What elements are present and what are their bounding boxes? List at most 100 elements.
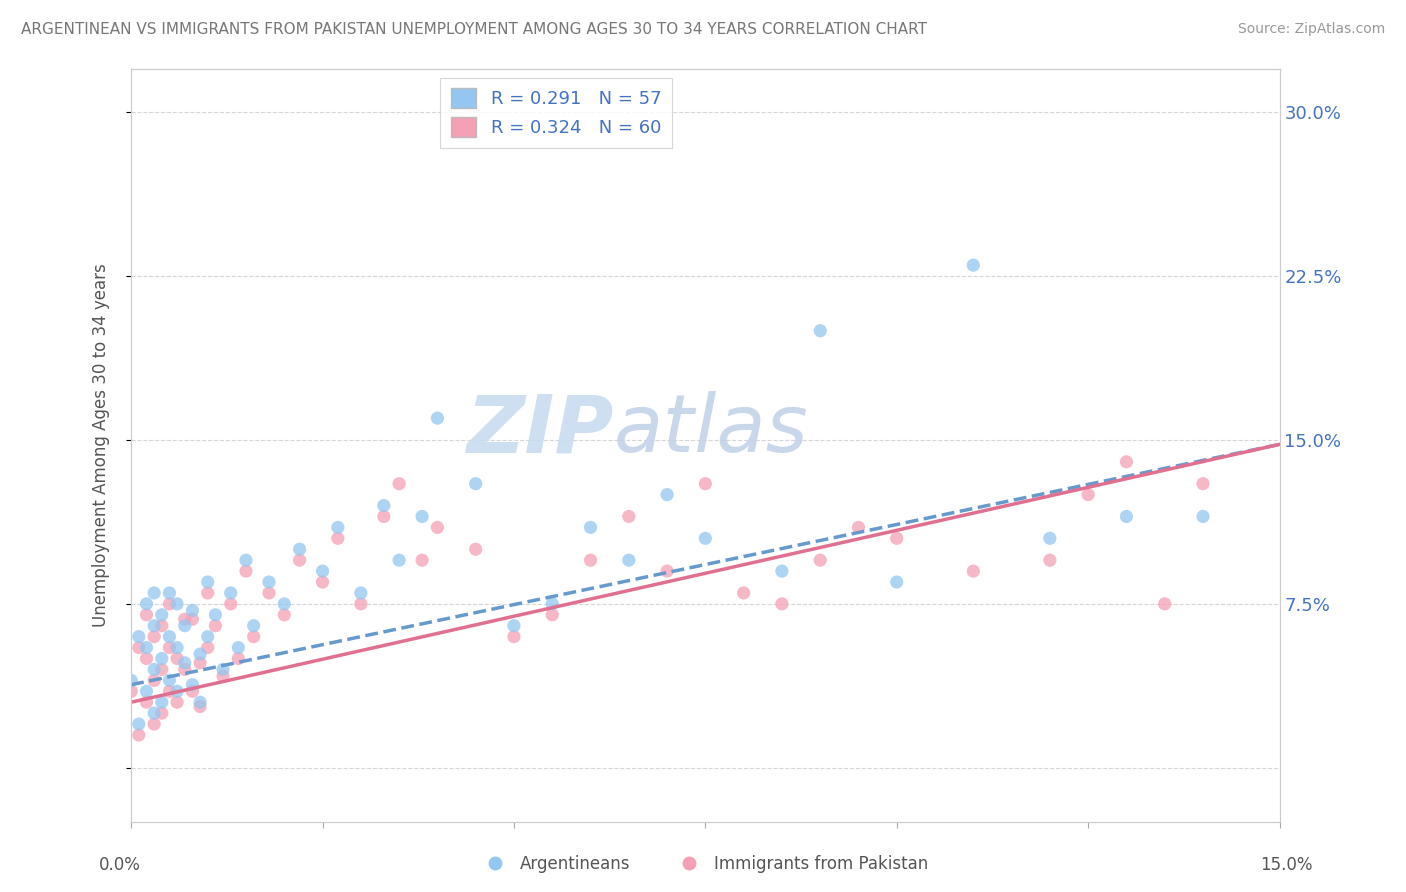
Point (188, 695, 211, 709)
Point (326, 520, 349, 534)
Point (288, 553, 311, 567)
Point (503, 618, 526, 632)
Point (770, 597, 793, 611)
Point (166, 651, 188, 665)
Point (188, 699, 211, 714)
Point (808, 324, 831, 338)
Point (1115, 455, 1137, 469)
Point (257, 586, 280, 600)
Point (135, 651, 157, 665)
Text: 15.0%: 15.0% (1260, 855, 1313, 873)
Point (150, 607, 173, 622)
Point (150, 618, 173, 632)
Text: 0.0%: 0.0% (98, 855, 141, 873)
Point (962, 258, 984, 272)
Point (166, 695, 188, 709)
Point (181, 678, 204, 692)
Point (848, 520, 870, 534)
Point (143, 662, 166, 676)
Point (173, 612, 195, 626)
Point (1077, 488, 1099, 502)
Point (426, 520, 449, 534)
Text: ZIP: ZIP (467, 392, 613, 469)
Point (128, 630, 150, 644)
Point (1153, 597, 1175, 611)
Point (257, 574, 280, 589)
Point (150, 695, 173, 709)
Point (617, 553, 640, 567)
Point (150, 706, 173, 720)
Point (135, 684, 157, 698)
Point (128, 728, 150, 742)
Point (1115, 509, 1137, 524)
Point (166, 684, 188, 698)
Legend: Argentineans, Immigrants from Pakistan: Argentineans, Immigrants from Pakistan (471, 848, 935, 880)
Point (197, 574, 219, 589)
Point (388, 553, 411, 567)
Point (695, 476, 717, 491)
Point (188, 656, 211, 670)
Point (159, 597, 181, 611)
Point (219, 586, 242, 600)
Point (288, 542, 311, 557)
Point (655, 564, 678, 578)
Point (503, 630, 526, 644)
Point (326, 531, 349, 545)
Point (273, 607, 295, 622)
Text: ARGENTINEAN VS IMMIGRANTS FROM PAKISTAN UNEMPLOYMENT AMONG AGES 30 TO 34 YEARS C: ARGENTINEAN VS IMMIGRANTS FROM PAKISTAN … (21, 22, 927, 37)
Point (886, 574, 908, 589)
Point (426, 411, 449, 425)
Point (159, 586, 181, 600)
Point (235, 564, 257, 578)
Point (733, 586, 755, 600)
Point (204, 618, 226, 632)
Point (166, 640, 188, 655)
Point (808, 553, 831, 567)
Y-axis label: Unemployment Among Ages 30 to 34 years: Unemployment Among Ages 30 to 34 years (93, 263, 110, 627)
Point (228, 640, 250, 655)
Point (411, 553, 433, 567)
Point (273, 597, 295, 611)
Point (411, 509, 433, 524)
Point (135, 607, 157, 622)
Point (135, 597, 157, 611)
Point (128, 717, 150, 731)
Point (143, 618, 166, 632)
Point (695, 531, 717, 545)
Point (173, 618, 195, 632)
Point (143, 630, 166, 644)
Point (212, 669, 235, 683)
Point (181, 612, 204, 626)
Point (173, 662, 195, 676)
Point (143, 706, 166, 720)
Point (242, 618, 264, 632)
Point (1039, 553, 1062, 567)
Point (135, 640, 157, 655)
Point (188, 647, 211, 661)
Point (770, 564, 793, 578)
Point (235, 553, 257, 567)
Point (1039, 531, 1062, 545)
Point (886, 531, 908, 545)
Point (120, 684, 142, 698)
Text: atlas: atlas (613, 392, 808, 469)
Point (135, 695, 157, 709)
Point (373, 499, 395, 513)
Point (541, 607, 564, 622)
Point (150, 651, 173, 665)
Point (197, 640, 219, 655)
Point (128, 640, 150, 655)
Point (159, 630, 181, 644)
Point (464, 542, 486, 557)
Point (197, 586, 219, 600)
Point (464, 476, 486, 491)
Point (350, 586, 373, 600)
Point (150, 662, 173, 676)
Point (166, 597, 188, 611)
Point (204, 607, 226, 622)
Point (181, 684, 204, 698)
Point (655, 488, 678, 502)
Point (350, 597, 373, 611)
Point (120, 673, 142, 688)
Point (311, 564, 333, 578)
